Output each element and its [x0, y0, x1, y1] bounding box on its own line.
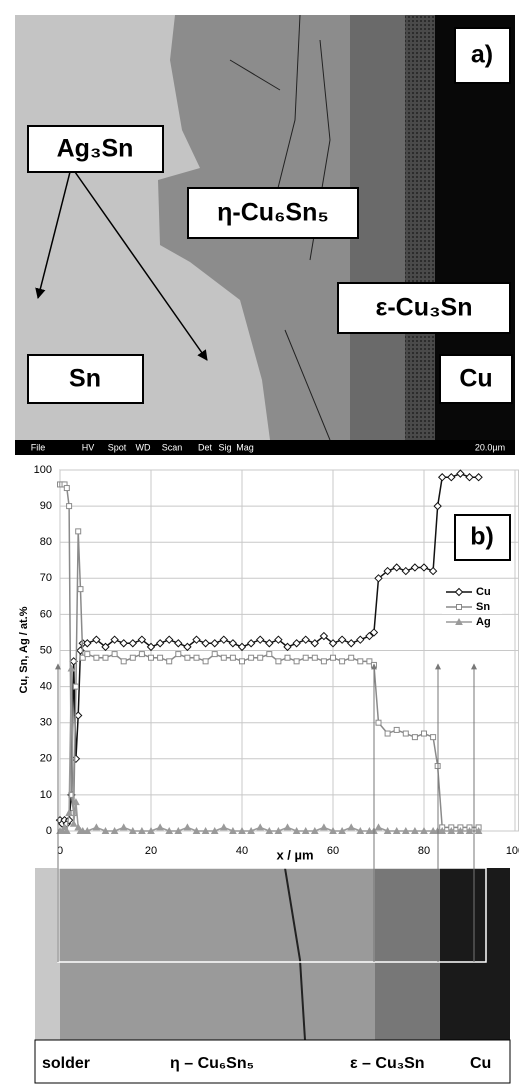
data-point [240, 659, 245, 664]
status-item: Spot [108, 442, 127, 452]
x-tick-label: 100 [506, 845, 519, 857]
data-point [258, 655, 263, 660]
phase-label: solder [42, 1055, 90, 1072]
eta-region [60, 868, 375, 1040]
data-point [64, 486, 69, 491]
data-point [221, 655, 226, 660]
x-axis-label: x / µm [276, 847, 313, 862]
legend-label: Cu [476, 586, 491, 598]
data-point [376, 720, 381, 725]
data-point [412, 735, 417, 740]
status-item: 20.0µm [475, 442, 505, 452]
y-tick-label: 0 [46, 825, 52, 837]
y-tick-label: 70 [40, 572, 52, 584]
data-point [431, 735, 436, 740]
data-point [212, 652, 217, 657]
y-axis-label: Cu, Sn, Ag / at.% [18, 606, 30, 693]
status-item: Scan [162, 442, 183, 452]
data-point [103, 655, 108, 660]
data-point [249, 655, 254, 660]
data-point [149, 655, 154, 660]
legend-marker [457, 605, 462, 610]
page: a) Ag₃Sn η-Cu₆Sn₅ ε-Cu₃Sn Sn Cu File HV Sp… [0, 0, 519, 1084]
status-item: HV [82, 442, 95, 452]
data-point [176, 652, 181, 657]
status-item: Sig [218, 442, 231, 452]
data-point [422, 731, 427, 736]
phase-label: Ag₃Sn [57, 135, 134, 163]
panel-label: b) [470, 523, 494, 551]
y-tick-label: 20 [40, 753, 52, 765]
y-tick-label: 50 [40, 644, 52, 656]
data-point [139, 652, 144, 657]
phase-label: ε-Cu₃Sn [375, 294, 472, 322]
data-point [312, 655, 317, 660]
micrograph: a) Ag₃Sn η-Cu₆Sn₅ ε-Cu₃Sn Sn Cu [15, 15, 515, 455]
data-point [267, 652, 272, 657]
data-point [73, 684, 78, 689]
data-point [167, 659, 172, 664]
phase-label: Sn [69, 365, 101, 393]
legend-label: Sn [476, 601, 490, 613]
y-tick-label: 100 [34, 464, 52, 476]
legend-label: Ag [476, 616, 491, 628]
data-point [294, 659, 299, 664]
data-point [403, 731, 408, 736]
eps-region [405, 15, 437, 440]
phase-label: Cu [459, 365, 492, 393]
data-point [121, 659, 126, 664]
status-item: WD [136, 442, 151, 452]
data-point [285, 655, 290, 660]
status-item: Det [198, 442, 213, 452]
panel-label: a) [471, 41, 493, 69]
data-point [194, 655, 199, 660]
data-point [112, 652, 117, 657]
y-tick-label: 90 [40, 500, 52, 512]
cu-region [440, 868, 510, 1040]
data-point [303, 655, 308, 660]
x-tick-label: 20 [145, 845, 157, 857]
phase-label: η-Cu₆Sn₅ [217, 199, 329, 227]
y-tick-label: 10 [40, 789, 52, 801]
solder-region [35, 868, 60, 1040]
data-point [158, 655, 163, 660]
eps-region [375, 868, 440, 1040]
label-bar [35, 1040, 510, 1083]
x-tick-label: 80 [418, 845, 430, 857]
data-point [349, 655, 354, 660]
data-point [76, 529, 81, 534]
data-point [358, 659, 363, 664]
data-point [85, 652, 90, 657]
y-tick-label: 30 [40, 717, 52, 729]
phase-label: ε – Cu₃Sn [350, 1055, 425, 1072]
data-point [340, 659, 345, 664]
y-tick-label: 40 [40, 681, 52, 693]
data-point [94, 655, 99, 660]
status-item: Mag [236, 442, 254, 452]
data-point [78, 587, 83, 592]
data-point [321, 659, 326, 664]
y-tick-label: 80 [40, 536, 52, 548]
cross-section: solder η – Cu₆Sn₅ ε – Cu₃Sn Cu [35, 868, 510, 1083]
data-point [276, 659, 281, 664]
data-point [230, 655, 235, 660]
figure: a) Ag₃Sn η-Cu₆Sn₅ ε-Cu₃Sn Sn Cu File HV Sp… [0, 0, 519, 1084]
data-point [385, 731, 390, 736]
phase-label: Cu [470, 1055, 491, 1072]
data-point [394, 727, 399, 732]
data-point [67, 504, 72, 509]
data-point [203, 659, 208, 664]
x-tick-label: 60 [327, 845, 339, 857]
x-tick-label: 40 [236, 845, 248, 857]
data-point [331, 655, 336, 660]
data-point [130, 655, 135, 660]
phase-label: η – Cu₆Sn₅ [170, 1055, 254, 1072]
data-point [185, 655, 190, 660]
status-item: File [31, 442, 46, 452]
y-tick-label: 60 [40, 608, 52, 620]
